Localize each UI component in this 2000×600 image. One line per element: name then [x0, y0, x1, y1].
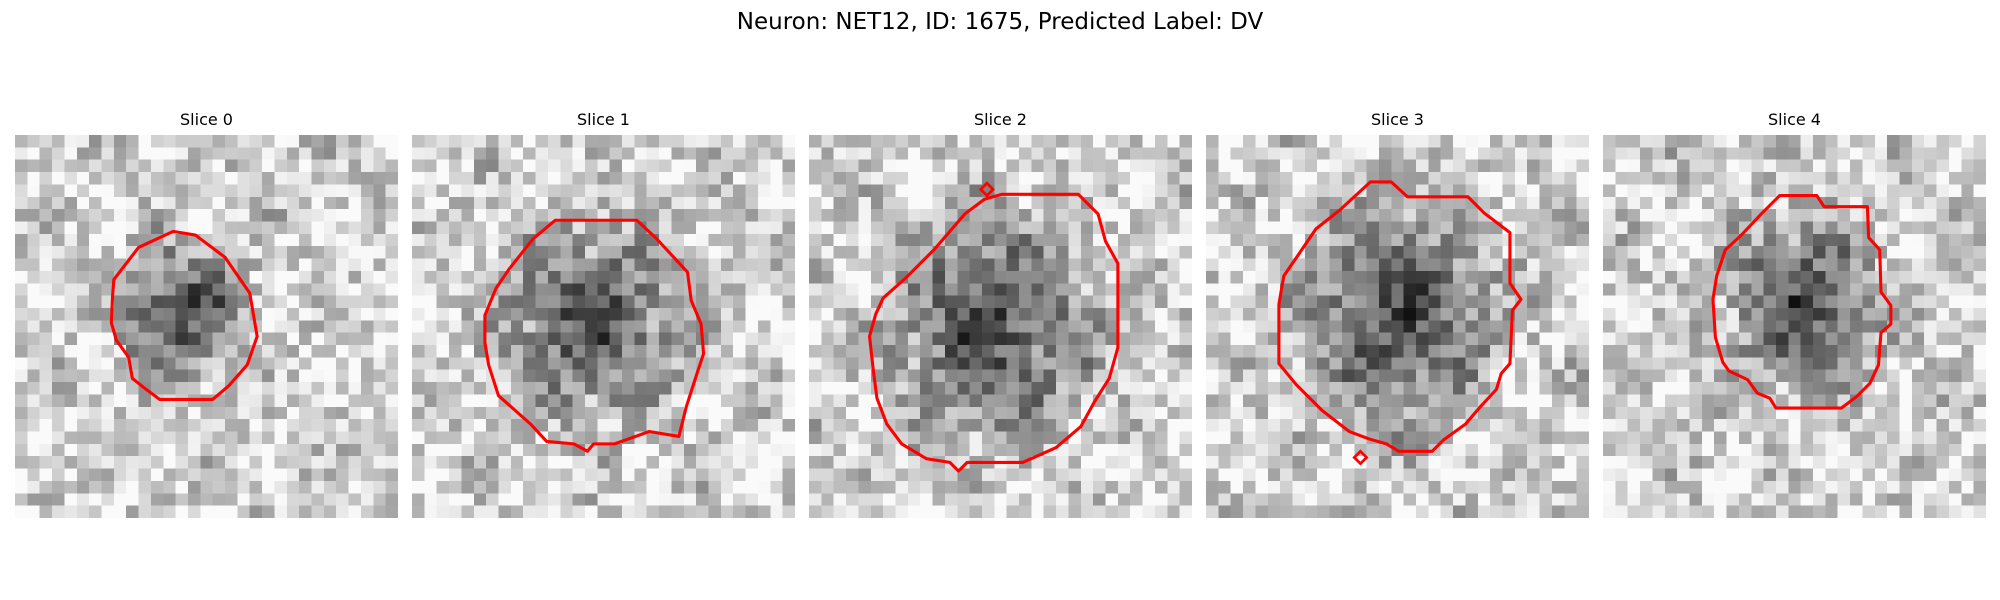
slice-image-4: [1603, 135, 1986, 518]
slice-pixels-2: [809, 135, 1192, 518]
slice-panel-2: Slice 2: [809, 110, 1192, 518]
slice-image-1: [412, 135, 795, 518]
slice-panel-1: Slice 1: [412, 110, 795, 518]
slice-image-2: [809, 135, 1192, 518]
slice-pixels-0: [15, 135, 398, 518]
slice-pixels-4: [1603, 135, 1986, 518]
slice-image-3: [1206, 135, 1589, 518]
slice-title-0: Slice 0: [15, 110, 398, 130]
figure-title: Neuron: NET12, ID: 1675, Predicted Label…: [0, 8, 2000, 36]
slice-panel-3: Slice 3: [1206, 110, 1589, 518]
slice-title-1: Slice 1: [412, 110, 795, 130]
slice-title-4: Slice 4: [1603, 110, 1986, 130]
slice-panel-0: Slice 0: [15, 110, 398, 518]
slice-pixels-1: [412, 135, 795, 518]
slice-title-2: Slice 2: [809, 110, 1192, 130]
slice-image-0: [15, 135, 398, 518]
slice-title-3: Slice 3: [1206, 110, 1589, 130]
slice-panel-4: Slice 4: [1603, 110, 1986, 518]
slice-pixels-3: [1206, 135, 1589, 518]
